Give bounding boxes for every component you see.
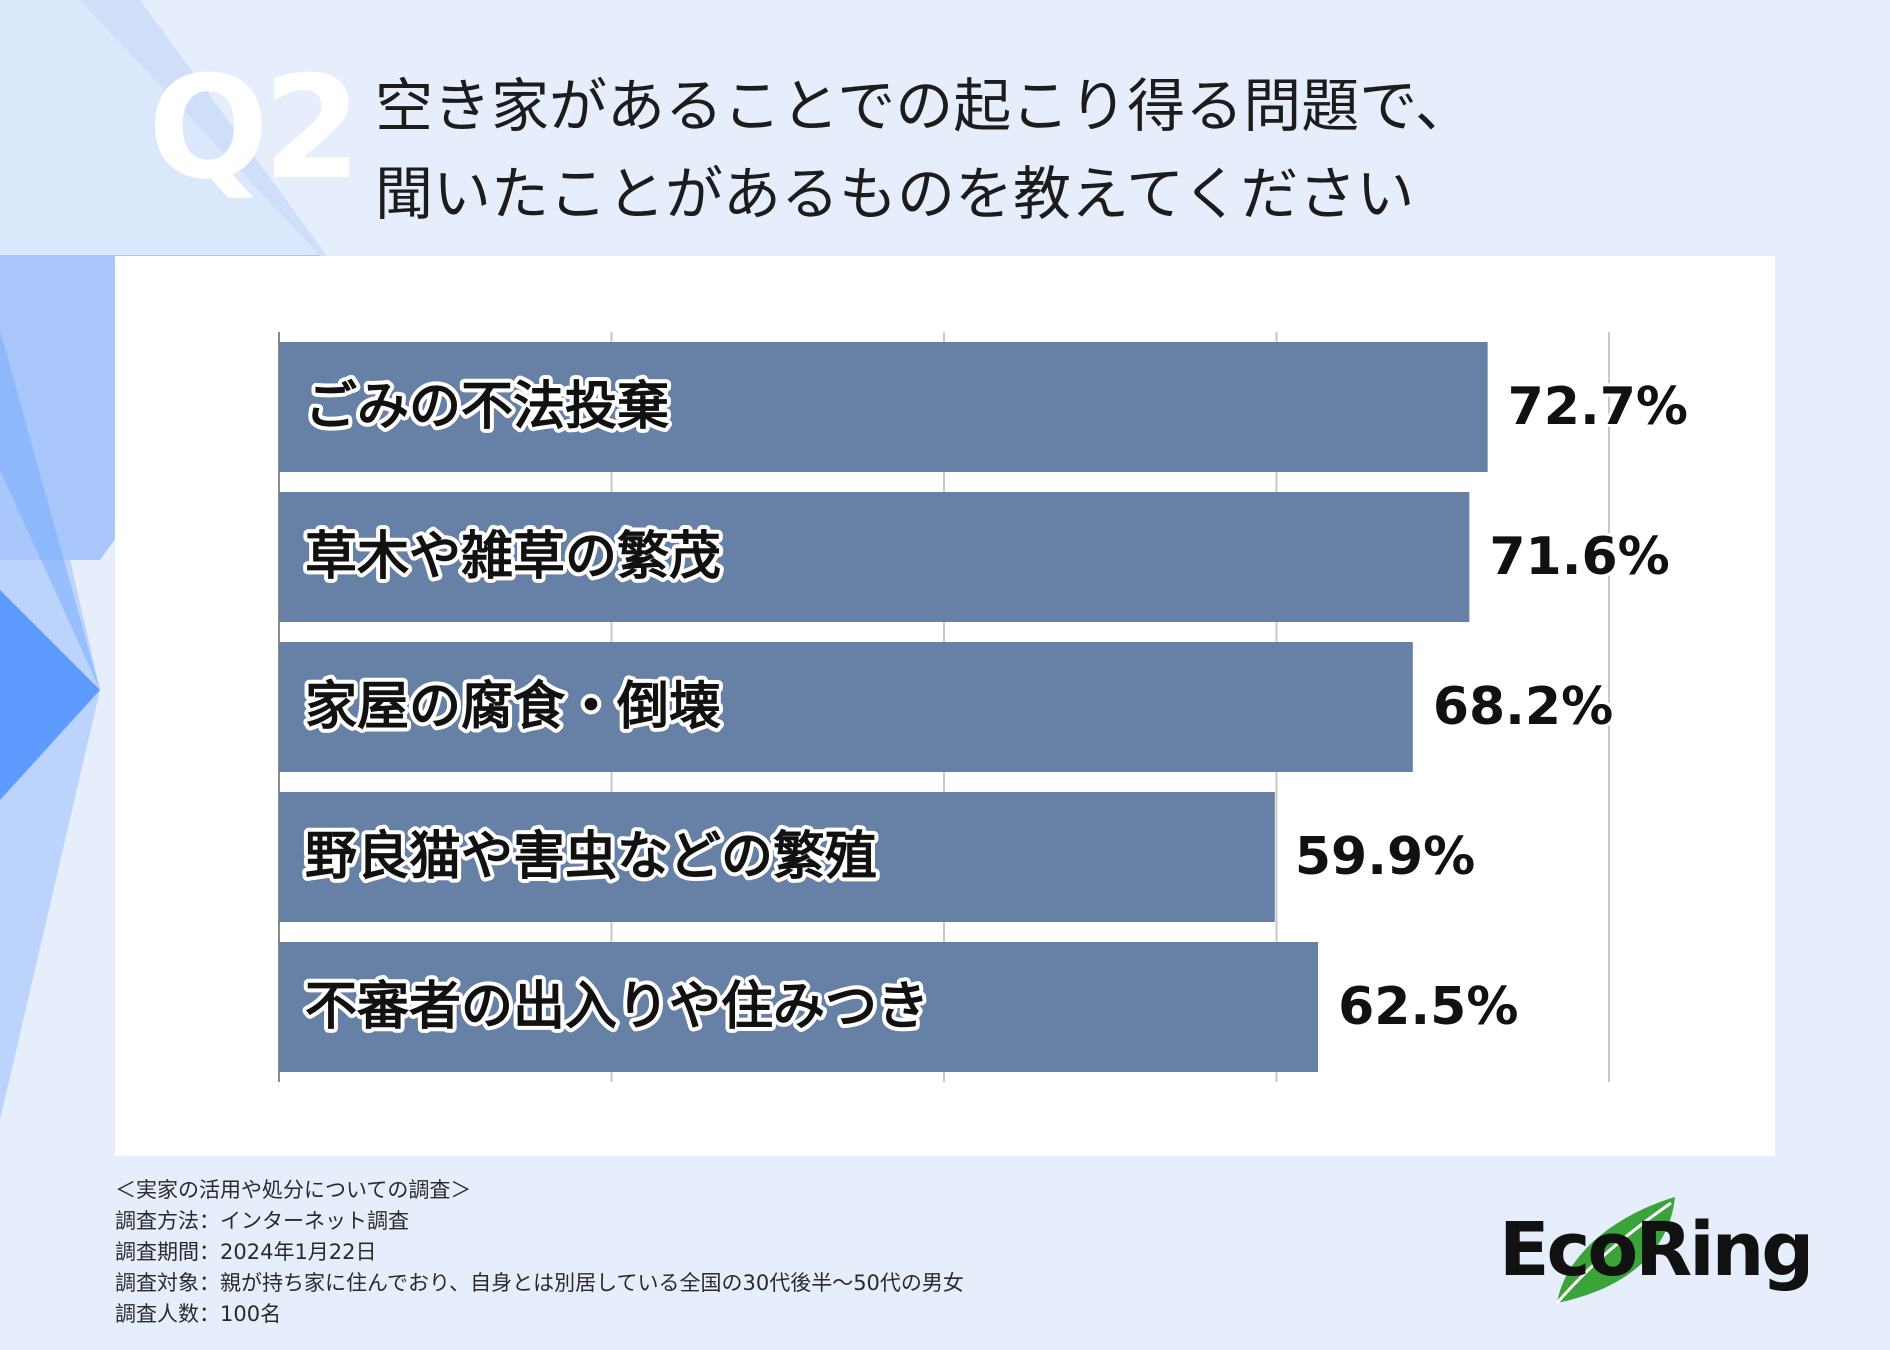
category-label: 家屋の腐食・倒壊 xyxy=(305,677,721,737)
leaf-icon xyxy=(1555,1197,1675,1304)
data-label: 72.7% xyxy=(1508,377,1688,437)
footnote-title: ＜実家の活用や処分についての調査＞ xyxy=(115,1178,472,1202)
data-label: 59.9% xyxy=(1295,827,1475,887)
data-label: 62.5% xyxy=(1338,977,1518,1037)
bar xyxy=(279,792,1275,922)
footnote-method: 調査方法：インターネット調査 xyxy=(115,1209,409,1233)
question-line-1: 空き家があることでの起こり得る問題で、 xyxy=(375,72,1473,140)
logo-text: EcoRing xyxy=(1499,1207,1814,1293)
question-line-2: 聞いたことがあるものを教えてください xyxy=(375,160,1415,228)
data-label: 71.6% xyxy=(1489,527,1669,587)
footnote-count: 調査人数：100名 xyxy=(115,1302,282,1326)
bar xyxy=(279,942,1319,1072)
survey-footnote: ＜実家の活用や処分についての調査＞ 調査方法：インターネット調査 調査期間：20… xyxy=(115,1175,964,1330)
question-number: Q2 xyxy=(148,46,362,211)
category-label: 不審者の出入りや住みつき xyxy=(305,977,929,1037)
chart-panel: ごみの不法投棄 草木や雑草の繁茂 家屋の腐食・倒壊野良猫や害虫などの繁殖 不審者の出入… xyxy=(115,256,1775,1156)
ecoring-logo: EcoRing xyxy=(1495,1195,1814,1305)
bar xyxy=(279,642,1413,772)
bar xyxy=(279,342,1488,472)
bar xyxy=(279,492,1470,622)
question-title: 空き家があることでの起こり得る問題で、 聞いたことがあるものを教えてください xyxy=(375,62,1473,238)
data-label: 68.2% xyxy=(1433,677,1613,737)
bar-chart: ごみの不法投棄草木や雑草の繁茂家屋の腐食・倒壊野良猫や害虫などの繁殖不審者の出入… xyxy=(278,332,1691,1082)
footnote-target: 調査対象：親が持ち家に住んでおり、自身とは別居している全国の30代後半〜50代の… xyxy=(115,1271,964,1295)
category-label: 野良猫や害虫などの繁殖 xyxy=(305,827,877,887)
category-label: ごみの不法投棄 xyxy=(305,377,669,437)
footnote-period: 調査期間：2024年1月22日 xyxy=(115,1240,377,1264)
category-label: 草木や雑草の繁茂 xyxy=(305,527,721,587)
